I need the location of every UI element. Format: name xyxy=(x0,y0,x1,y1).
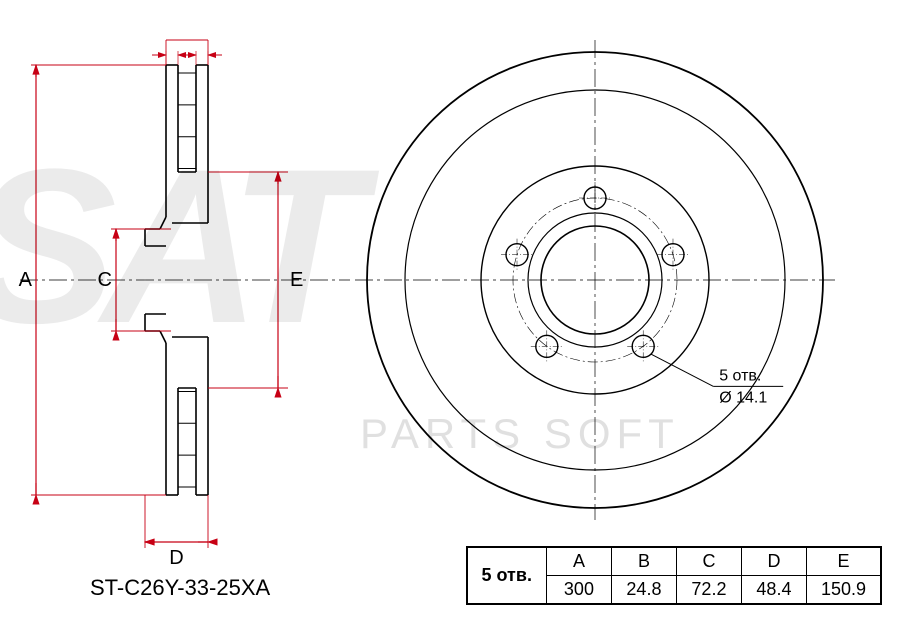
table-col-E: E xyxy=(806,548,880,576)
part-number: ST-C26Y-33-25XA xyxy=(90,575,270,601)
table-val-A: 300 xyxy=(546,576,611,604)
table-val-C: 72.2 xyxy=(676,576,741,604)
svg-text:5 отв.: 5 отв. xyxy=(719,367,761,384)
svg-text:Ø 14.1: Ø 14.1 xyxy=(719,389,767,406)
table-val-E: 150.9 xyxy=(806,576,880,604)
dimension-table: 5 отв.ABCDE 30024.872.248.4150.9 xyxy=(466,546,883,605)
table-col-C: C xyxy=(676,548,741,576)
svg-text:D: D xyxy=(169,547,183,569)
table-col-A: A xyxy=(546,548,611,576)
svg-text:C: C xyxy=(98,269,112,291)
table-col-B: B xyxy=(611,548,676,576)
svg-text:A: A xyxy=(19,269,33,291)
table-holes-cell: 5 отв. xyxy=(467,548,546,604)
svg-text:E: E xyxy=(290,269,303,291)
table-val-D: 48.4 xyxy=(741,576,806,604)
technical-drawing: ACED5 отв.Ø 14.1 xyxy=(0,0,900,623)
table-val-B: 24.8 xyxy=(611,576,676,604)
table-col-D: D xyxy=(741,548,806,576)
